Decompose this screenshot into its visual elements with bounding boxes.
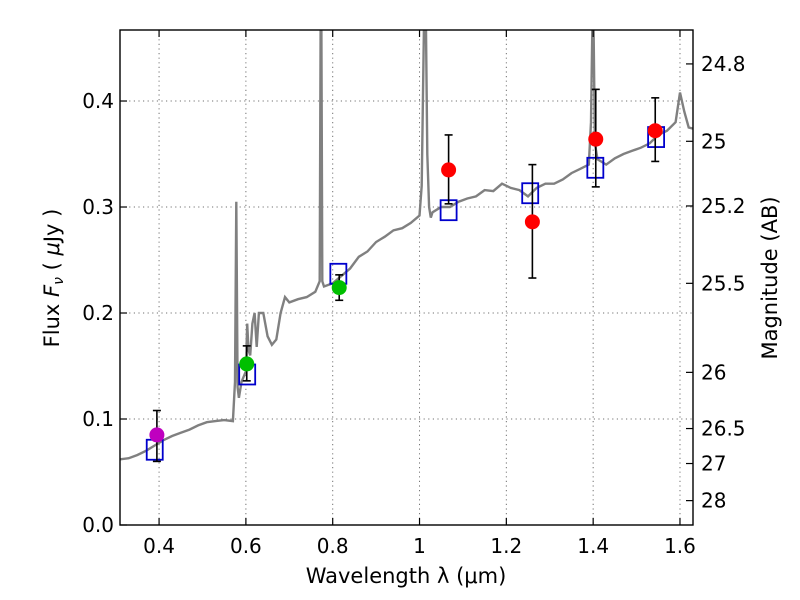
x-tick-label: 0.6 (230, 534, 262, 558)
y2-tick-label: 25.2 (701, 194, 746, 218)
x-tick-label: 1.2 (490, 534, 522, 558)
plot-area (120, 30, 693, 463)
y-tick-labels: 0.0 0.1 0.2 0.3 0.4 (82, 89, 114, 537)
y-tick-label: 0.4 (82, 89, 114, 113)
model-square-marker (521, 182, 540, 205)
axis-ticks (120, 30, 693, 526)
y2-tick-label: 26.5 (701, 417, 746, 441)
observed-point (588, 131, 604, 147)
observed-point (239, 356, 255, 372)
x-axis-label: Wavelength λ (μm) (306, 564, 507, 588)
observed-point (149, 427, 165, 443)
y2-tick-label: 24.8 (701, 52, 746, 76)
x-tick-label: 1.4 (577, 534, 609, 558)
y2-tick-label: 25.5 (701, 271, 746, 295)
observed-photometry-points (149, 123, 663, 443)
y2-tick-labels: 24.8 25 25.2 25.5 26 26.5 27 28 (701, 52, 746, 513)
y2-tick-label: 28 (701, 489, 726, 513)
y2-axis-label: Magnitude (AB) (758, 196, 782, 359)
x-tick-label: 0.8 (317, 534, 349, 558)
observed-point (441, 162, 457, 178)
y2-tick-label: 26 (701, 360, 726, 384)
observed-point (647, 123, 663, 139)
y-axis-label: Flux Fν ( μJy ) (40, 209, 67, 348)
y-tick-label: 0.3 (82, 195, 114, 219)
model-sed-line (120, 30, 693, 461)
y2-tick-label: 27 (701, 452, 726, 476)
x-tick-label: 1 (413, 534, 426, 558)
plot-frame (119, 29, 694, 526)
gridlines (120, 30, 693, 526)
y-tick-label: 0.1 (82, 407, 114, 431)
x-tick-label: 1.6 (664, 534, 696, 558)
x-tick-labels: 0.4 0.6 0.8 1 1.2 1.4 1.6 (143, 534, 696, 558)
y-tick-label: 0.2 (82, 301, 114, 325)
model-photometry-squares (145, 126, 666, 461)
y2-tick-label: 25 (701, 129, 726, 153)
y-tick-label: 0.0 (82, 513, 114, 537)
observed-point (331, 280, 347, 296)
error-bars (152, 88, 660, 463)
x-tick-label: 0.4 (143, 534, 175, 558)
observed-point (524, 214, 540, 230)
